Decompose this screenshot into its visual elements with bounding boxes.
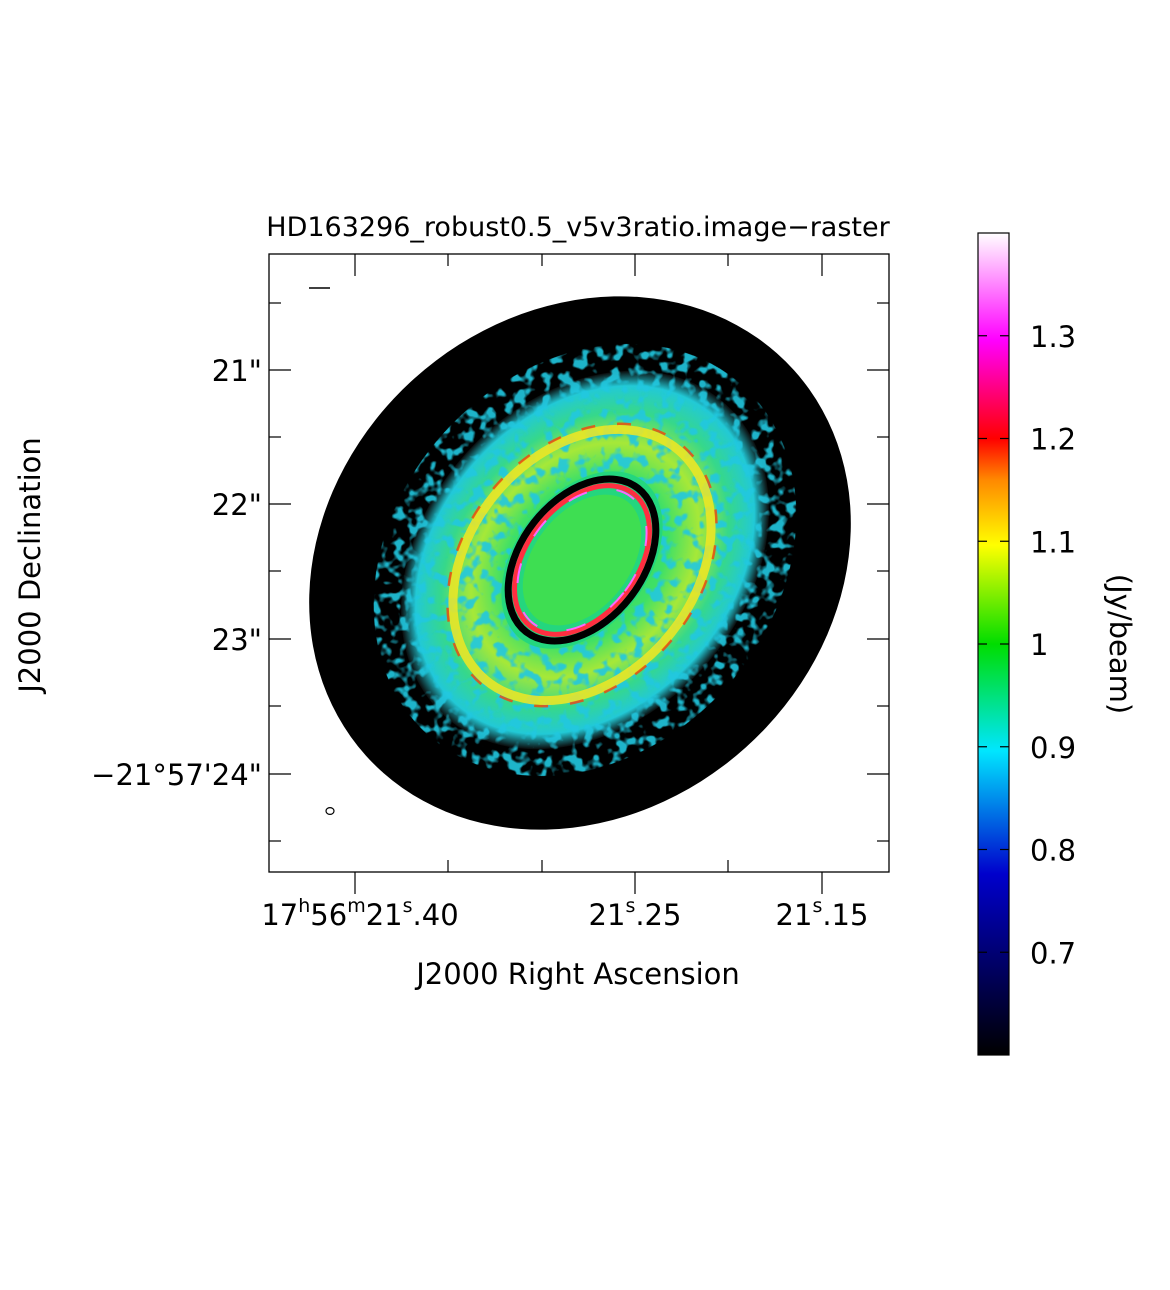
colorbar-tick-label: 1.3 [1030,320,1076,354]
inner-ring-bright [512,483,652,637]
chart-title: HD163296_robust0.5_v5v3ratio.image−raste… [266,212,890,243]
colorbar-tick-label: 1 [1030,628,1048,662]
colorbar-tick-label: 1.2 [1030,423,1076,457]
x-ticks [354,254,823,894]
outer-ring [448,424,716,706]
colorbar-tick-label: 0.8 [1030,834,1076,868]
y-tick-label: 22" [212,488,262,522]
y-tick-label: −21°57'24" [91,758,262,792]
x-tick-label: 21s.15 [776,895,869,932]
inner-ring-dark [504,475,660,645]
colorbar-tick-label: 1.1 [1030,525,1076,559]
colorbar-label: (Jy/beam) [1103,574,1137,714]
central-cavity [522,494,642,626]
x-axis-label: J2000 Right Ascension [414,957,740,991]
inner-ring-highlight [516,488,648,632]
outer-ring-red [446,422,718,708]
x-tick-label: 17h56m21s.40 [261,895,458,932]
y-tick-label: 21" [212,354,262,388]
y-tick-label: 23" [212,623,262,657]
raster-image [309,287,851,830]
colorbar-tick-label: 0.9 [1030,731,1076,765]
y-axis-label: J2000 Declination [13,437,47,695]
colorbar-ticks: 0.7 0.8 0.9 1 1.1 1.2 1.3 [978,320,1076,970]
beam-ellipse [325,806,335,815]
x-tick-label: 21s.25 [589,895,682,932]
y-ticks [269,302,889,842]
colorbar-tick-label: 0.7 [1030,936,1076,970]
